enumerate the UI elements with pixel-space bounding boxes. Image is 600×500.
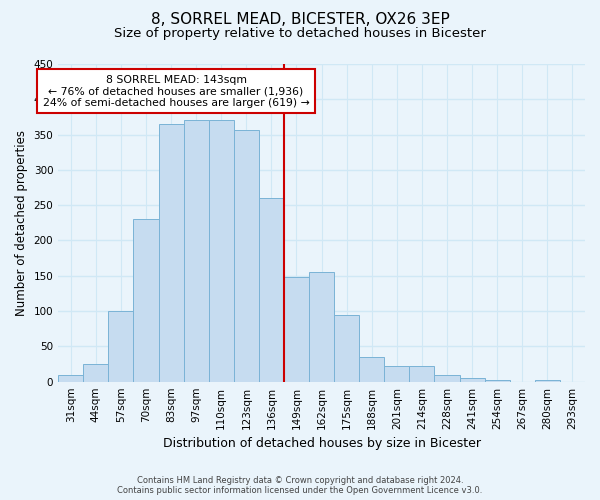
Bar [359,357,385,382]
Text: 8, SORREL MEAD, BICESTER, OX26 3EP: 8, SORREL MEAD, BICESTER, OX26 3EP [151,12,449,28]
Bar [109,311,133,382]
Bar [535,380,560,382]
Y-axis label: Number of detached properties: Number of detached properties [15,130,28,316]
Bar [58,374,83,382]
Bar [234,130,259,382]
Bar [133,220,158,382]
Bar [83,364,109,382]
Text: Contains HM Land Registry data © Crown copyright and database right 2024.
Contai: Contains HM Land Registry data © Crown c… [118,476,482,495]
Bar [309,272,334,382]
Bar [184,120,209,382]
Bar [485,380,510,382]
Bar [409,366,434,382]
Bar [158,124,184,382]
Bar [434,374,460,382]
Text: Size of property relative to detached houses in Bicester: Size of property relative to detached ho… [114,28,486,40]
Bar [284,277,309,382]
Bar [259,198,284,382]
X-axis label: Distribution of detached houses by size in Bicester: Distribution of detached houses by size … [163,437,481,450]
Bar [460,378,485,382]
Bar [385,366,409,382]
Text: 8 SORREL MEAD: 143sqm
← 76% of detached houses are smaller (1,936)
24% of semi-d: 8 SORREL MEAD: 143sqm ← 76% of detached … [43,74,310,108]
Bar [334,314,359,382]
Bar [209,120,234,382]
